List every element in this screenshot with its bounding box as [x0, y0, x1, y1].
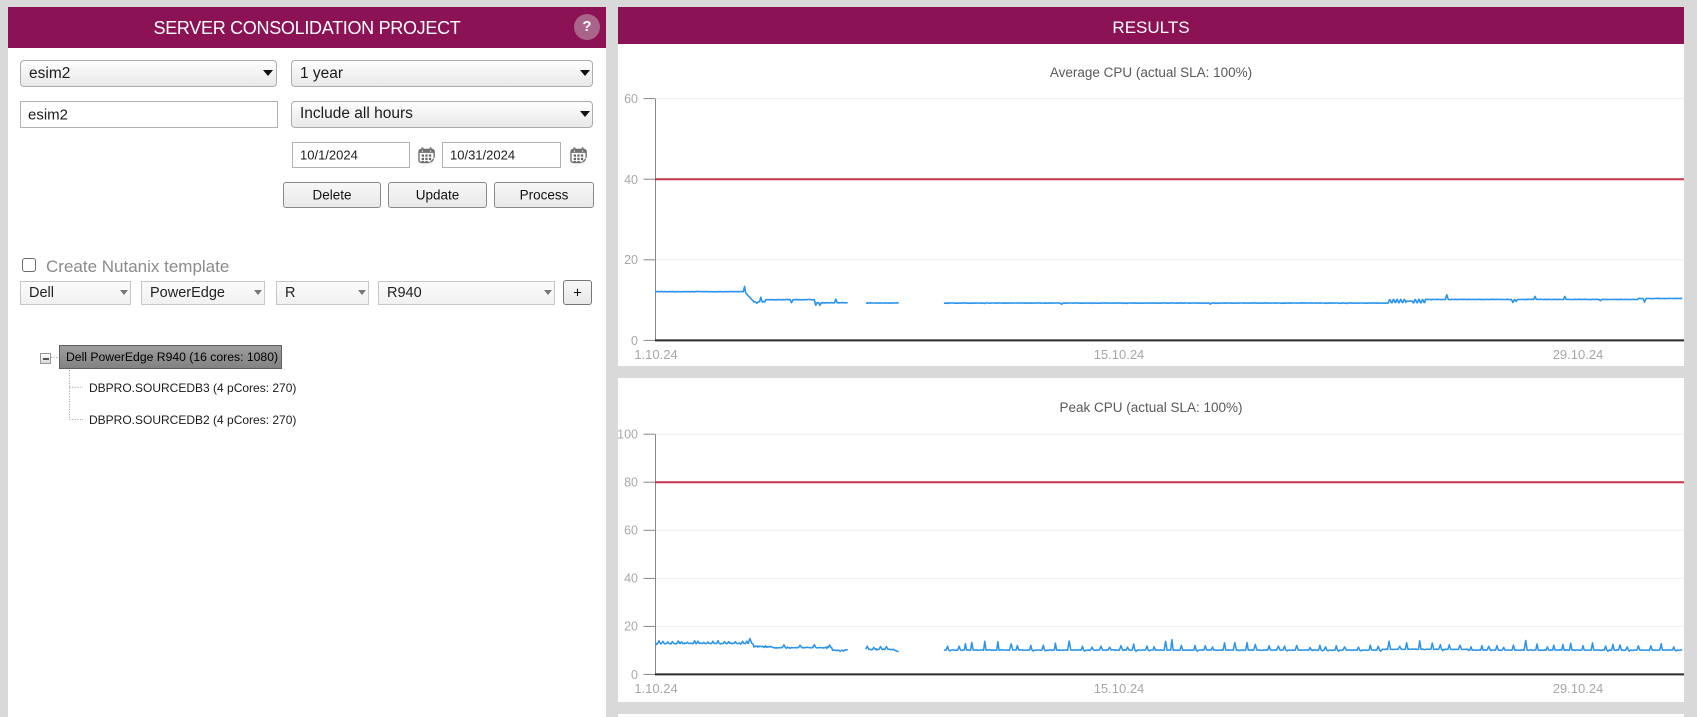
svg-text:Peak CPU (actual SLA: 100%): Peak CPU (actual SLA: 100%) — [1059, 400, 1242, 415]
svg-text:40: 40 — [624, 173, 638, 187]
svg-text:15.10.24: 15.10.24 — [1094, 347, 1145, 362]
svg-text:Average CPU (actual SLA: 100%): Average CPU (actual SLA: 100%) — [1050, 65, 1252, 80]
svg-text:20: 20 — [624, 620, 638, 634]
svg-text:40: 40 — [624, 572, 638, 586]
svg-text:1.10.24: 1.10.24 — [634, 347, 677, 362]
svg-text:15.10.24: 15.10.24 — [1094, 681, 1145, 696]
svg-text:1.10.24: 1.10.24 — [634, 681, 677, 696]
svg-text:20: 20 — [624, 253, 638, 267]
svg-text:0: 0 — [631, 334, 638, 348]
svg-text:60: 60 — [624, 524, 638, 538]
svg-text:29.10.24: 29.10.24 — [1553, 347, 1604, 362]
svg-text:0: 0 — [631, 668, 638, 682]
svg-text:60: 60 — [624, 92, 638, 106]
svg-text:80: 80 — [624, 476, 638, 490]
svg-text:29.10.24: 29.10.24 — [1553, 681, 1604, 696]
svg-text:100: 100 — [618, 428, 638, 442]
